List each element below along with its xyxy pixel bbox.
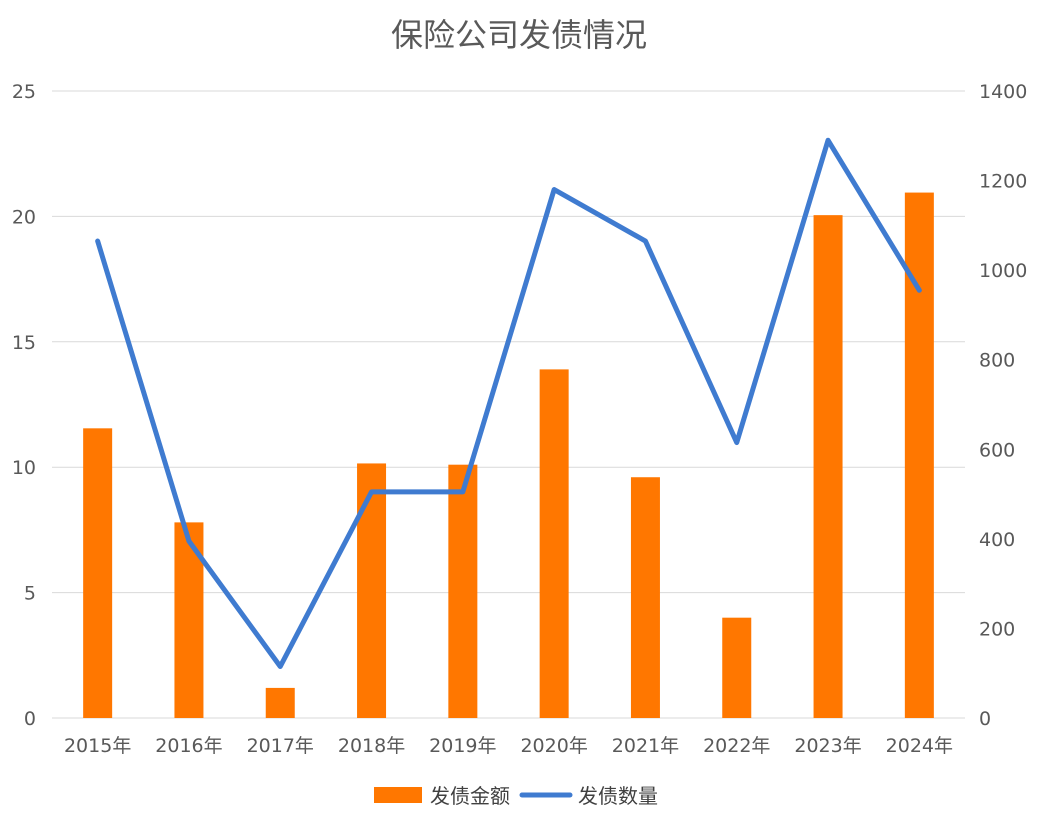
x-axis-ticks: 2015年 2016年 2017年 2018年 2019年 2020年 2021年 2022年…: [64, 735, 953, 757]
bar: [265, 687, 295, 718]
x-tick-label: 2022年: [703, 735, 770, 757]
x-tick-label: 2016年: [155, 735, 222, 757]
left-y-tick-label: 25: [12, 81, 36, 103]
line-point: [644, 240, 646, 242]
x-tick-label: 2015年: [64, 735, 131, 757]
series-line: [95, 137, 922, 669]
left-y-tick-label: 0: [24, 708, 36, 730]
x-tick-label: 2024年: [886, 735, 953, 757]
chart-title: 保险公司发债情况: [391, 16, 647, 54]
line-point: [97, 240, 99, 242]
bar: [813, 215, 843, 718]
bar: [904, 192, 934, 719]
x-tick-label: 2017年: [247, 735, 314, 757]
right-y-tick-label: 400: [979, 529, 1015, 551]
bar: [630, 477, 660, 718]
left-y-tick-label: 15: [12, 332, 36, 354]
bar: [357, 463, 387, 718]
x-tick-label: 2019年: [429, 735, 496, 757]
left-y-axis-ticks: 0 5 10 15 20 25: [12, 81, 36, 730]
left-y-tick-label: 10: [12, 457, 36, 479]
x-tick-label: 2020年: [520, 735, 587, 757]
legend-swatch-bar: [374, 787, 422, 803]
line-point: [462, 491, 464, 493]
legend-label-count: 发债数量: [578, 784, 658, 808]
line-point: [371, 491, 373, 493]
right-y-axis-ticks: 0 200 400 600 800 1000 1200 1400: [979, 81, 1027, 730]
line-series-count: [95, 137, 922, 669]
right-y-tick-label: 800: [979, 350, 1015, 372]
right-y-tick-label: 600: [979, 439, 1015, 461]
bar: [448, 464, 478, 718]
right-y-tick-label: 1400: [979, 81, 1027, 103]
line-point: [918, 289, 920, 291]
bar: [539, 369, 569, 718]
right-y-tick-label: 1000: [979, 260, 1027, 282]
line-point: [188, 540, 190, 542]
right-y-tick-label: 200: [979, 618, 1015, 640]
x-tick-label: 2023年: [794, 735, 861, 757]
bar: [83, 428, 113, 718]
legend-label-amount: 发债金额: [430, 784, 510, 808]
legend: 发债金额 发债数量: [374, 784, 658, 808]
line-point: [736, 442, 738, 444]
gridlines: [52, 90, 965, 719]
line-point: [553, 189, 555, 191]
line-point: [279, 665, 281, 667]
right-y-tick-label: 1200: [979, 171, 1027, 193]
left-y-tick-label: 20: [12, 206, 36, 228]
bar: [722, 617, 752, 718]
line-point: [827, 139, 829, 141]
x-tick-label: 2021年: [612, 735, 679, 757]
left-y-tick-label: 5: [24, 583, 36, 605]
right-y-tick-label: 0: [979, 708, 991, 730]
bar-series-amount: [83, 192, 934, 719]
x-tick-label: 2018年: [338, 735, 405, 757]
